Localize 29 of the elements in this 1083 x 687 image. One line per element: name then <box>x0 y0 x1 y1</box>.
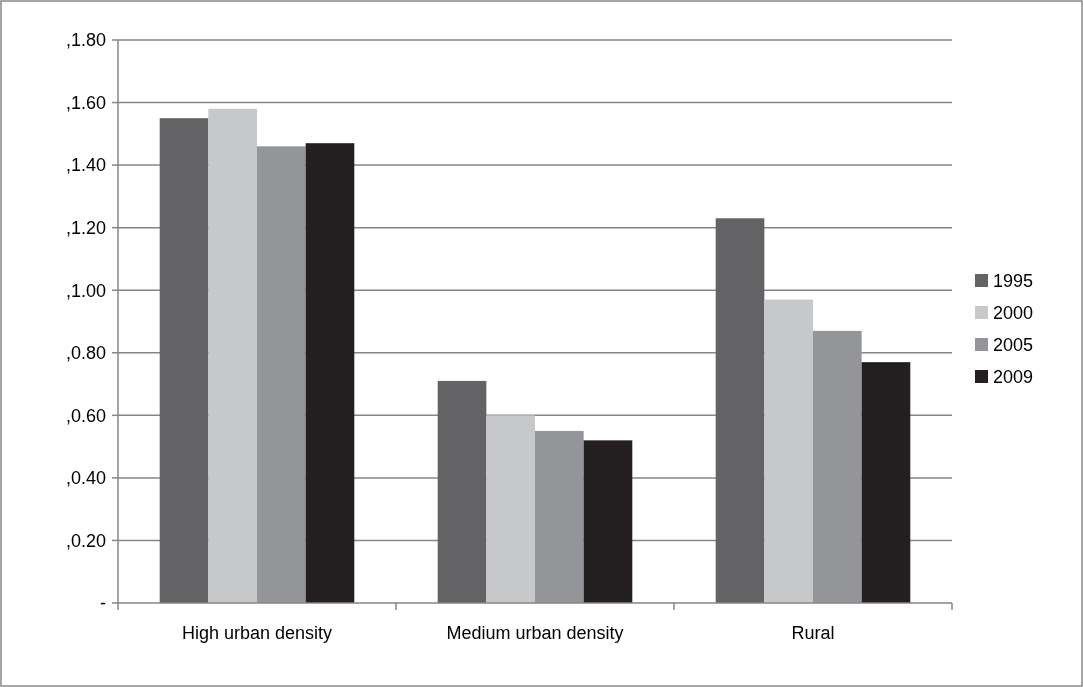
y-tick-label: ,0.80 <box>65 343 106 364</box>
legend-label: 2000 <box>993 303 1034 324</box>
bar <box>535 430 584 603</box>
y-tick-label: ,1.00 <box>65 280 106 301</box>
y-tick-label: - <box>100 593 106 614</box>
x-tick-label: High urban density <box>181 623 333 643</box>
bar <box>486 415 535 603</box>
y-tick-label: ,1.60 <box>65 92 106 113</box>
bar <box>437 380 487 603</box>
y-tick-label: ,1.80 <box>65 30 106 51</box>
bar <box>715 218 765 603</box>
y-tick-label: ,1.20 <box>65 217 106 238</box>
y-tick-label: ,0.60 <box>65 405 106 426</box>
x-tick-label: Medium urban density <box>446 623 624 643</box>
bar <box>305 143 355 603</box>
bar <box>257 146 306 603</box>
bar <box>861 362 911 603</box>
bar <box>583 440 633 603</box>
bar <box>813 330 862 603</box>
legend-label: 2009 <box>993 367 1034 388</box>
bar <box>764 299 813 603</box>
y-tick-label: ,0.20 <box>65 530 106 551</box>
x-tick-label: Rural <box>791 623 835 643</box>
legend-label: 1995 <box>993 271 1034 292</box>
y-tick-label: ,1.40 <box>65 155 106 176</box>
y-tick-label: ,0.40 <box>65 468 106 489</box>
bar <box>208 108 257 603</box>
legend-label: 2005 <box>993 335 1034 356</box>
bar <box>159 118 209 603</box>
